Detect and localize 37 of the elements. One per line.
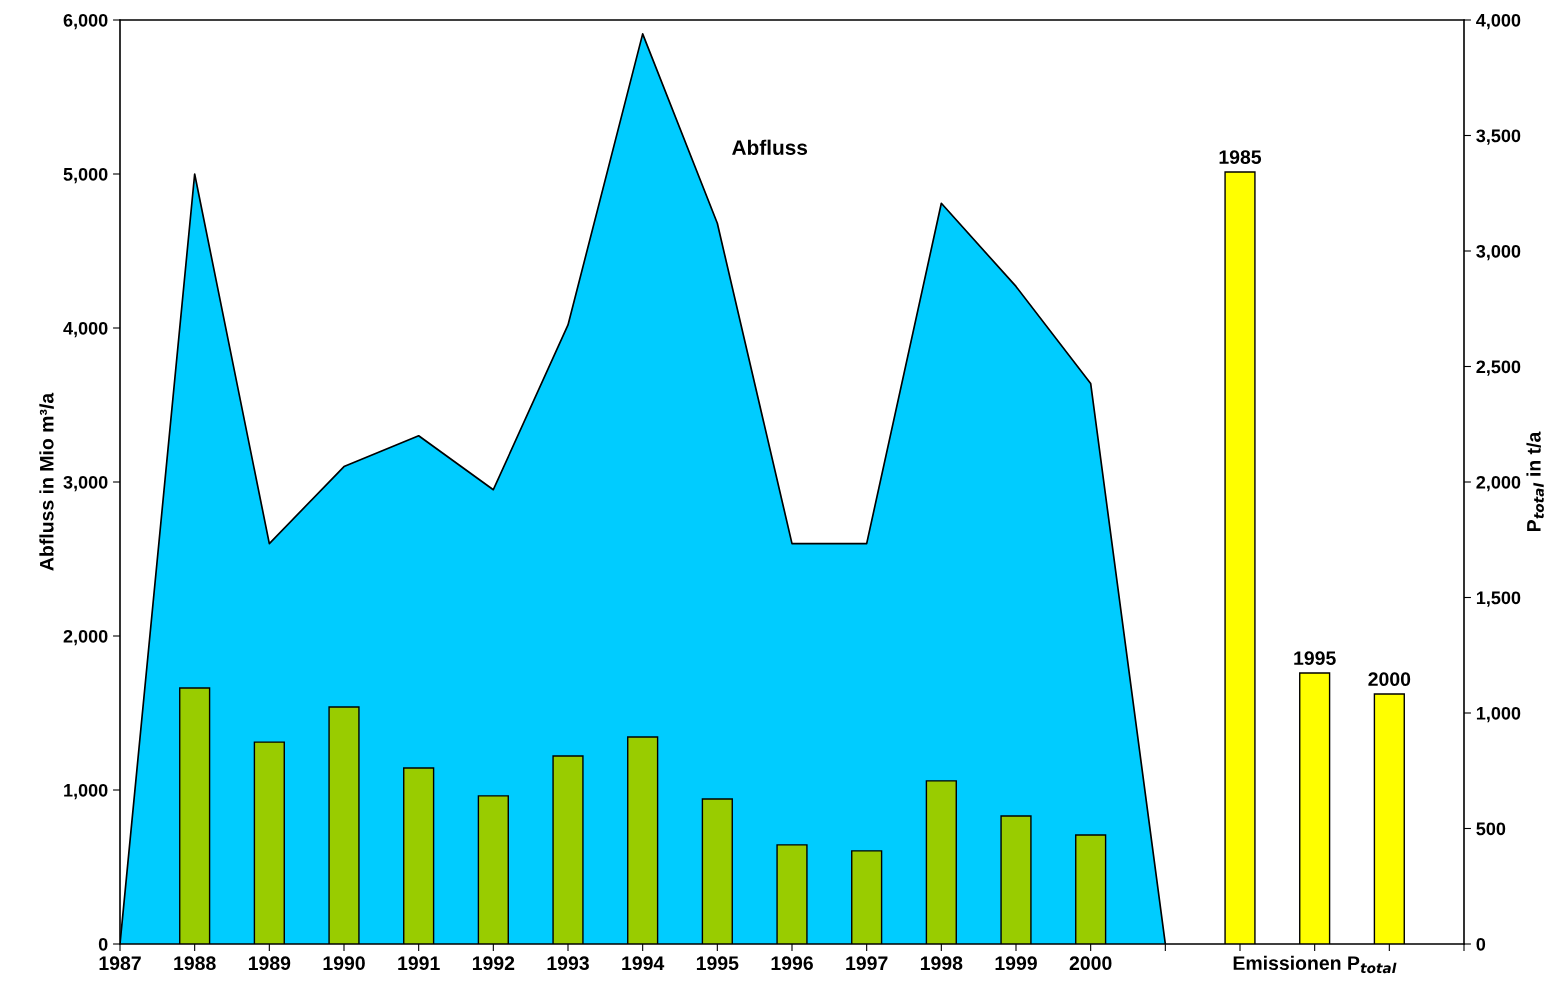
x-tick-label: 1989: [248, 956, 291, 971]
y-axis-title: Abfluss in Mio m³/a: [39, 392, 54, 571]
y2-axis-title: P$_{total}$ in t/a: [1526, 431, 1544, 532]
annotation: Abfluss: [732, 139, 808, 155]
x-tick-label: 1996: [771, 956, 813, 971]
x-tick-label: 1990: [323, 956, 365, 971]
y-tick-label: 1,000: [64, 783, 108, 800]
y2-tick-label: 2,500: [1476, 360, 1521, 376]
y-tick-label: 5,000: [63, 167, 108, 184]
y-tick-label: 0: [98, 937, 108, 951]
x-tick-label: 1991: [398, 956, 440, 971]
annotation: 2000: [1368, 672, 1411, 687]
x-tick-label: 1999: [995, 956, 1037, 971]
y2-tick-label: 2,000: [1476, 475, 1521, 492]
y2-tick-label: 4,000: [1476, 13, 1521, 30]
x-tick-label: 1994: [622, 956, 665, 971]
y-tick-label: 2,000: [63, 629, 108, 646]
annotation: 1985: [1219, 150, 1262, 164]
y2-tick-label: 3,000: [1476, 244, 1521, 261]
x-tick-label: 1992: [472, 956, 515, 971]
y2-tick-label: 1,000: [1476, 706, 1521, 723]
y2-tick-label: 3,500: [1476, 129, 1521, 145]
y-tick-label: 3,000: [63, 475, 108, 492]
annotation: 1995: [1294, 651, 1336, 666]
x-tick-label: 1987: [99, 956, 141, 971]
x-tick-label: 1993: [547, 956, 589, 971]
x-tick-label: 1995: [696, 956, 739, 971]
y-tick-label: 4,000: [63, 321, 108, 338]
y2-tick-label: 500: [1476, 822, 1506, 836]
y2-tick-label: 0: [1476, 937, 1486, 951]
x-tick-label: 1988: [174, 956, 216, 971]
y2-tick-label: 1,500: [1476, 591, 1521, 607]
x-tick-label: Emissionen P$_{total}$: [1233, 955, 1397, 974]
x-tick-label: 1997: [846, 956, 888, 971]
x-tick-label: 2000: [1069, 956, 1112, 971]
x-tick-label: 1998: [920, 956, 963, 971]
y-tick-label: 6,000: [63, 13, 108, 30]
